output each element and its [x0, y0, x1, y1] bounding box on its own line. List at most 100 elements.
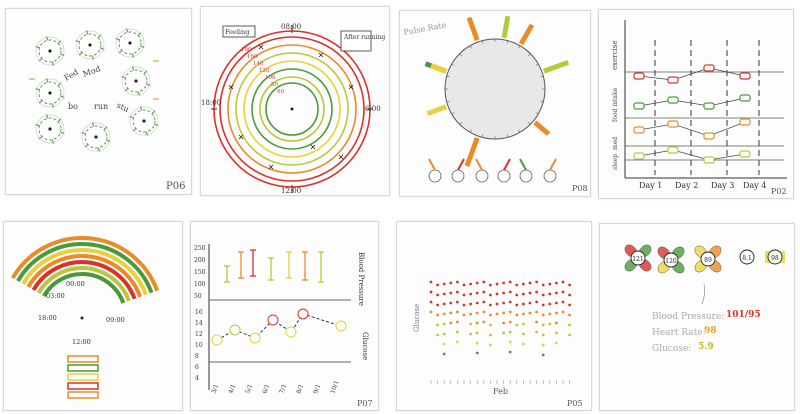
data-dot — [429, 300, 433, 304]
pulse-mini — [451, 169, 465, 183]
data-dot — [469, 282, 472, 286]
data-dot — [508, 310, 512, 314]
axis-tick: 6/1 — [261, 383, 271, 394]
pulse-mini — [497, 169, 511, 183]
row-label: exercise — [611, 41, 619, 70]
axis-tick: 8 — [195, 353, 199, 360]
data-dot — [568, 303, 571, 307]
data-dot — [442, 282, 446, 286]
data-dot — [508, 330, 512, 334]
glyph-center — [142, 119, 146, 123]
glyph-label: stu — [115, 101, 130, 114]
data-dot — [436, 323, 439, 327]
series-point — [633, 152, 645, 160]
pulse-mini-bar — [519, 158, 527, 171]
data-dot — [482, 290, 486, 294]
data-dot — [462, 303, 466, 307]
axis-tick: 10 — [195, 342, 203, 349]
clock-mark — [348, 84, 354, 90]
pulse-mini-bar — [457, 158, 465, 171]
data-dot — [495, 312, 499, 316]
glyph-tick — [137, 32, 142, 36]
glyph-tick — [81, 132, 86, 135]
glyph-tick — [97, 34, 102, 38]
data-dot — [489, 283, 492, 287]
glucose-dot-grid: Glucose Feb P05 — [413, 280, 583, 408]
data-dot — [436, 313, 439, 317]
data-dot — [541, 343, 545, 347]
card-flowers: 121 120 89 8.1 98 Blood Pressure: 101/95… — [599, 223, 795, 411]
data-dot — [555, 341, 558, 345]
data-dot — [508, 350, 512, 354]
data-dot — [541, 353, 545, 357]
data-dot — [456, 310, 459, 314]
data-dot — [528, 291, 532, 295]
axis-tick: 7/1 — [278, 383, 288, 394]
data-dot — [489, 293, 492, 297]
data-dot — [568, 313, 571, 317]
axis-tick: 16 — [195, 309, 203, 316]
series-point — [739, 118, 751, 126]
glucose-point — [297, 308, 309, 320]
glyph-tick — [132, 128, 137, 132]
glyph-tick — [60, 53, 65, 56]
series-point — [667, 76, 679, 84]
flower-center — [663, 252, 679, 268]
row-label: food intake — [612, 87, 619, 122]
data-dot — [502, 331, 505, 335]
pulse-mini-bar — [475, 158, 483, 171]
data-dot — [449, 311, 453, 315]
glyph-tick — [46, 36, 49, 41]
series-point — [739, 150, 751, 158]
arc-time: 00:00 — [66, 280, 85, 288]
data-dot — [535, 290, 538, 294]
glyph-center — [48, 49, 52, 53]
pulse-tick — [469, 129, 472, 133]
glyph-tick — [140, 45, 145, 48]
data-dot — [548, 312, 552, 316]
data-dot — [522, 322, 525, 326]
data-dot — [508, 300, 512, 304]
clock-top-label: 08:00 — [281, 23, 301, 31]
glyph-tick — [35, 46, 40, 49]
arc-band — [42, 272, 126, 304]
data-dot — [515, 293, 519, 297]
data-dot — [548, 302, 552, 306]
page-number: P02 — [771, 187, 787, 196]
data-dot — [541, 313, 545, 317]
data-dot — [508, 320, 512, 324]
arc-diagram: 00:00 03:00 18:00 09:00 12:00 — [10, 236, 160, 399]
data-dot — [555, 331, 558, 335]
flower-value: 8.1 — [742, 255, 752, 262]
pulse-mini-bar — [549, 158, 557, 171]
glucose-point — [211, 334, 223, 346]
axis-tick: 3/1 — [210, 383, 220, 394]
pulse-tick — [451, 63, 455, 66]
data-dot — [489, 313, 492, 317]
axis-tick: 14 — [195, 320, 203, 327]
data-dot — [548, 292, 552, 296]
axis-tick: 250 — [194, 245, 206, 252]
glyph-tick — [129, 116, 134, 119]
note-after-running: After running — [343, 34, 385, 41]
data-dot — [442, 352, 446, 356]
flower-center — [700, 251, 716, 267]
glucose-point — [285, 326, 297, 338]
glyph-tick — [151, 110, 156, 114]
axis-tick: 9/1 — [312, 383, 322, 394]
data-dot — [489, 323, 492, 327]
data-dot — [442, 292, 446, 296]
data-dot — [442, 342, 446, 346]
axis-tick: 4/1 — [227, 383, 237, 394]
card-clock: 08:00 6:00 12:00 18:00 Feeling After run… — [200, 6, 390, 196]
glyph-label: bo — [68, 102, 78, 111]
clock-ring — [265, 82, 319, 136]
clock-mark — [228, 84, 234, 90]
data-dot — [495, 292, 499, 296]
card-pulse-rate: Pulse Rate P08 — [399, 10, 591, 197]
clock-ring — [227, 44, 357, 174]
flower-center — [739, 249, 755, 265]
card-dot-grid: Glucose Feb P05 — [396, 221, 592, 411]
value-glucose: 5.9 — [698, 342, 714, 352]
pulse-tick — [528, 122, 531, 125]
